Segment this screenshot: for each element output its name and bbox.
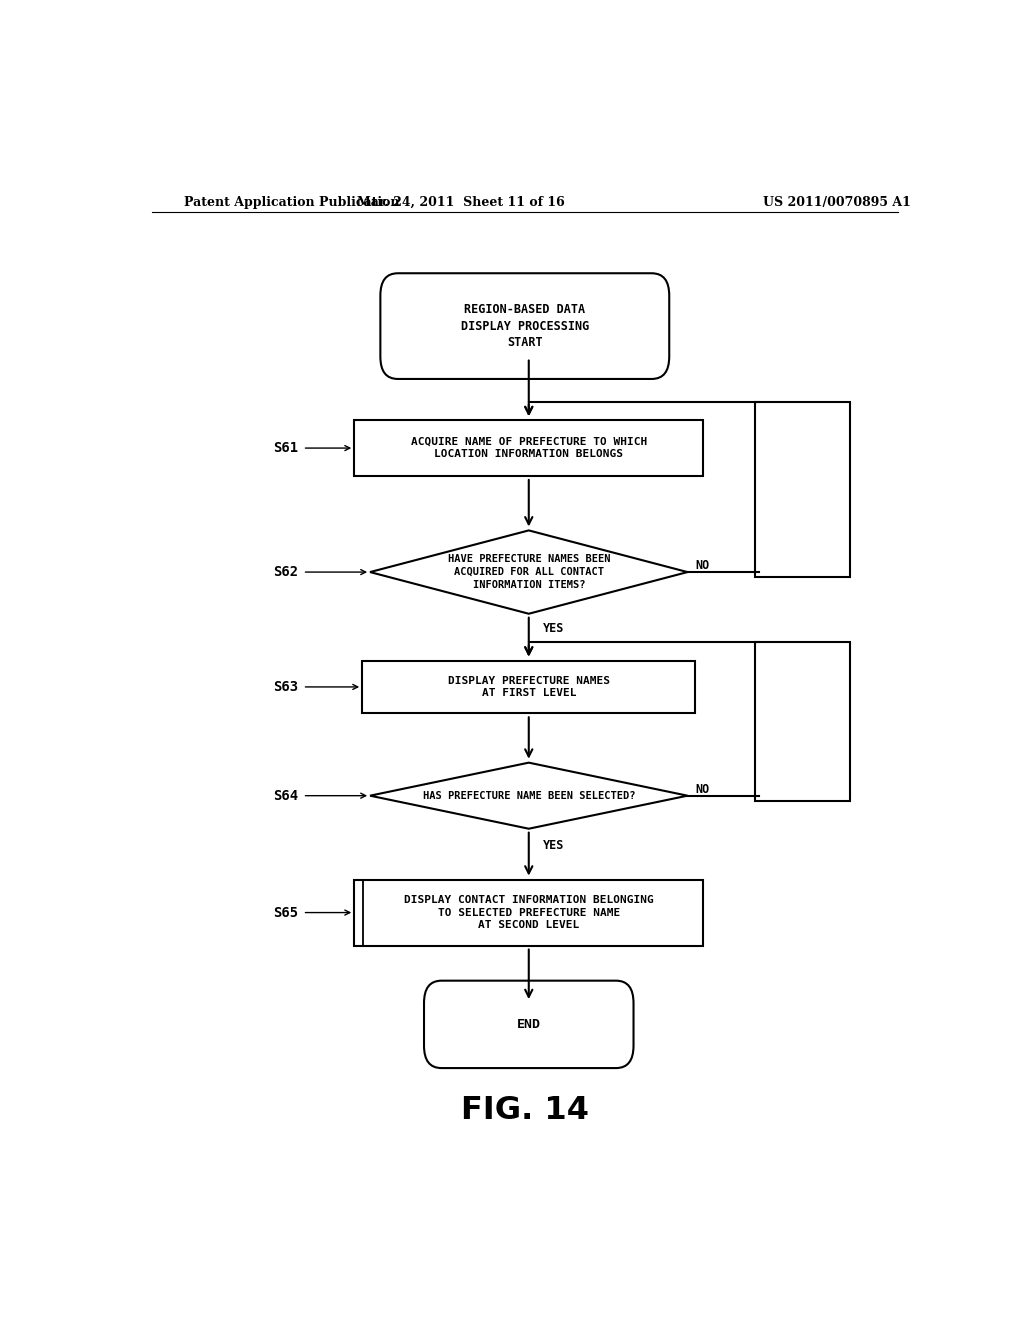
Text: END: END: [517, 1018, 541, 1031]
Text: S62: S62: [273, 565, 299, 579]
Text: ACQUIRE NAME OF PREFECTURE TO WHICH
LOCATION INFORMATION BELONGS: ACQUIRE NAME OF PREFECTURE TO WHICH LOCA…: [411, 437, 647, 459]
Polygon shape: [370, 763, 687, 829]
Text: FIG. 14: FIG. 14: [461, 1096, 589, 1126]
Bar: [755, 643, 850, 801]
Text: YES: YES: [543, 623, 564, 635]
Text: DISPLAY PREFECTURE NAMES
AT FIRST LEVEL: DISPLAY PREFECTURE NAMES AT FIRST LEVEL: [447, 676, 609, 698]
FancyBboxPatch shape: [380, 273, 670, 379]
Bar: [354, 420, 703, 477]
Text: Patent Application Publication: Patent Application Publication: [183, 195, 399, 209]
Text: US 2011/0070895 A1: US 2011/0070895 A1: [763, 195, 910, 209]
Text: HAVE PREFECTURE NAMES BEEN
ACQUIRED FOR ALL CONTACT
INFORMATION ITEMS?: HAVE PREFECTURE NAMES BEEN ACQUIRED FOR …: [447, 554, 610, 590]
Text: YES: YES: [543, 840, 564, 853]
Text: HAS PREFECTURE NAME BEEN SELECTED?: HAS PREFECTURE NAME BEEN SELECTED?: [423, 791, 635, 801]
Polygon shape: [370, 531, 687, 614]
Text: NO: NO: [695, 560, 710, 573]
Text: S65: S65: [273, 906, 299, 920]
Text: REGION-BASED DATA
DISPLAY PROCESSING
START: REGION-BASED DATA DISPLAY PROCESSING STA…: [461, 304, 589, 348]
FancyBboxPatch shape: [424, 981, 634, 1068]
Bar: [354, 879, 703, 945]
Text: S64: S64: [273, 788, 299, 803]
Text: NO: NO: [695, 783, 710, 796]
Text: Mar. 24, 2011  Sheet 11 of 16: Mar. 24, 2011 Sheet 11 of 16: [357, 195, 565, 209]
Bar: [755, 401, 850, 577]
Text: S63: S63: [273, 680, 299, 694]
Text: DISPLAY CONTACT INFORMATION BELONGING
TO SELECTED PREFECTURE NAME
AT SECOND LEVE: DISPLAY CONTACT INFORMATION BELONGING TO…: [403, 895, 653, 931]
Text: S61: S61: [273, 441, 299, 455]
Bar: [362, 660, 695, 713]
